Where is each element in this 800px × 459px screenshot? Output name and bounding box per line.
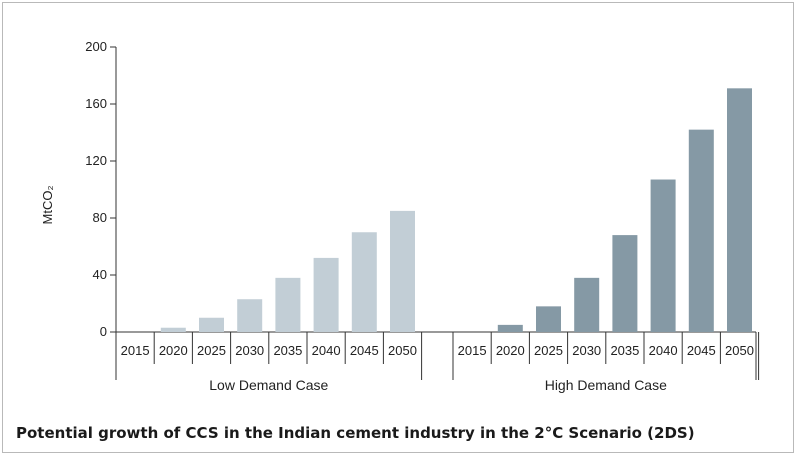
y-tick-label: 160 xyxy=(85,96,107,111)
x-tick-label: 2030 xyxy=(572,343,601,358)
bar xyxy=(497,324,523,332)
x-tick-label: 2025 xyxy=(197,343,226,358)
labels: 2015 2020 2025 2030 2035 2040 2045 2050 Low Dema… xyxy=(121,343,754,393)
y-tick-label: 120 xyxy=(85,153,107,168)
bar xyxy=(237,299,263,332)
x-tick-label: 2015 xyxy=(458,343,487,358)
x-tick-label: 2045 xyxy=(350,343,379,358)
bar xyxy=(275,277,301,332)
bar xyxy=(390,210,415,332)
x-tick-label: 2040 xyxy=(649,343,678,358)
x-tick-label: 2035 xyxy=(273,343,302,358)
y-tick-label: 200 xyxy=(85,39,107,54)
y-tick-label: 40 xyxy=(93,267,107,282)
bars xyxy=(160,88,752,332)
x-tick-label: 2020 xyxy=(496,343,525,358)
bar xyxy=(160,327,186,332)
bar xyxy=(650,179,676,332)
bar xyxy=(536,306,561,332)
x-tick-label: 2050 xyxy=(725,343,754,358)
bar xyxy=(574,277,600,332)
x-tick-label: 2045 xyxy=(687,343,716,358)
y-tick-label: 80 xyxy=(93,210,107,225)
x-tick-label: 2020 xyxy=(159,343,188,358)
bar xyxy=(199,317,224,332)
group-label: High Demand Case xyxy=(545,377,667,393)
x-tick-label: 2035 xyxy=(610,343,639,358)
x-tick-label: 2025 xyxy=(534,343,563,358)
bar xyxy=(688,129,714,332)
y-axis-label: MtCO₂ xyxy=(40,186,55,225)
x-tick-label: 2040 xyxy=(312,343,341,358)
x-tick-label: 2030 xyxy=(235,343,264,358)
figure-caption: Potential growth of CCS in the Indian ce… xyxy=(16,424,695,442)
x-tick-label: 2015 xyxy=(121,343,150,358)
bar xyxy=(727,88,752,332)
y-tick-label: 0 xyxy=(100,324,107,339)
bar xyxy=(313,257,339,332)
bar xyxy=(612,235,638,332)
group-label: Low Demand Case xyxy=(209,377,328,393)
x-tick-label: 2050 xyxy=(388,343,417,358)
bar xyxy=(351,232,377,332)
